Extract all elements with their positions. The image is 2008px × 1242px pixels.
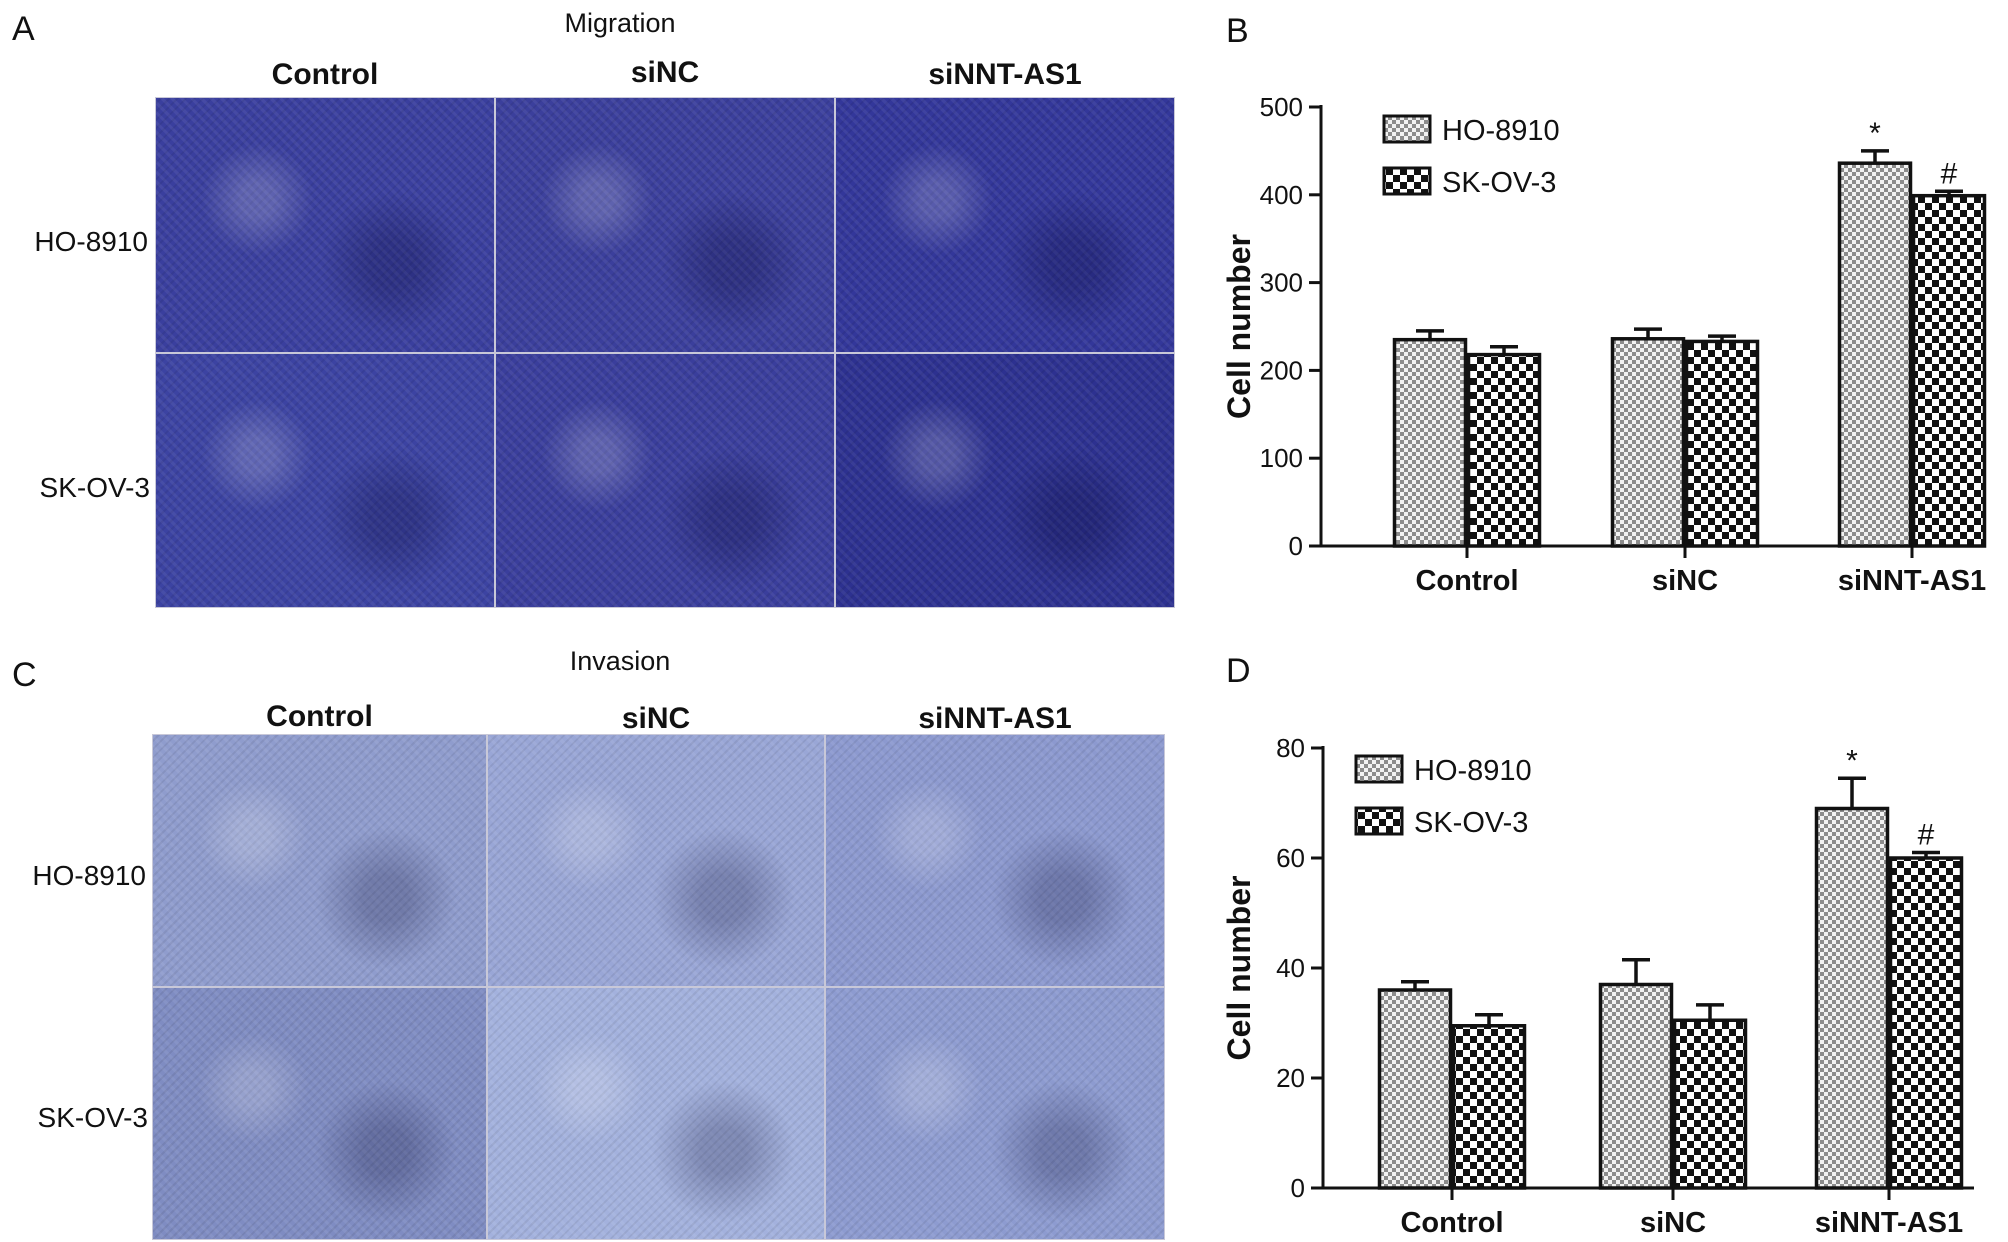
migration-col-sinnt-as1: siNNT-AS1 — [928, 58, 1082, 91]
migration-col-sinc: siNC — [630, 56, 700, 89]
micrograph-invasion-ho8910-sinnt-as1 — [825, 734, 1165, 987]
bar-sk-ov-3-sinnt-as1 — [1888, 856, 1964, 1190]
micrograph-invasion-skov3-sinnt-as1 — [825, 987, 1165, 1240]
migration-row-ho-8910: HO-8910 — [34, 226, 148, 257]
legend-label-sk-ov-3: SK-OV-3 — [1442, 167, 1556, 199]
panel-label-b: B — [1226, 12, 1249, 50]
legend-swatch-ho-8910 — [1382, 114, 1432, 144]
micrograph-migration-skov3-control — [155, 353, 495, 608]
significance-mark-sk-ov-3: # — [1941, 157, 1958, 190]
significance-mark-ho-8910: * — [1846, 744, 1858, 777]
legend-label-sk-ov-3: SK-OV-3 — [1414, 807, 1528, 839]
micrograph-invasion-skov3-control — [152, 987, 487, 1240]
x-tick-label-sinc: siNC — [1652, 565, 1718, 597]
micrograph-invasion-skov3-sinc — [487, 987, 825, 1240]
x-tick-label-sinnt-as1: siNNT-AS1 — [1838, 565, 1986, 597]
cell-number-chart-migration: 0 100 200 300 400 500 Cell number Control siNC si… — [1221, 92, 1987, 597]
micrograph-migration-ho8910-sinc — [495, 97, 835, 353]
micrograph-invasion-ho8910-control — [152, 734, 487, 987]
bar-sk-ov-3-control — [1451, 1024, 1527, 1190]
x-tick-label-control: Control — [1400, 1207, 1503, 1239]
legend-swatch-sk-ov-3 — [1382, 166, 1432, 196]
x-tick-label-control: Control — [1415, 565, 1518, 597]
bar-sk-ov-3-sinc — [1684, 339, 1760, 548]
migration-col-control: Control — [271, 58, 379, 91]
legend-label-ho-8910: HO-8910 — [1442, 115, 1560, 147]
y-tick-label-300: 300 — [1260, 268, 1303, 298]
bar-ho-8910-control — [1377, 988, 1453, 1190]
y-tick-label-100: 100 — [1260, 443, 1303, 473]
bar-sk-ov-3-sinnt-as1 — [1911, 193, 1987, 548]
panel-label-c: C — [12, 656, 37, 694]
cell-number-chart-invasion: 0 20 40 60 80 Cell number Control siNC siNNT-AS1… — [1221, 733, 1974, 1239]
migration-title: Migration — [564, 8, 676, 38]
micrograph-migration-ho8910-sinnt-as1 — [835, 97, 1175, 353]
invasion-title: Invasion — [569, 646, 671, 676]
invasion-col-control: Control — [266, 700, 373, 733]
migration-row-sk-ov-3: SK-OV-3 — [39, 472, 150, 503]
bar-ho-8910-sinc — [1610, 337, 1686, 548]
y-tick-label-200: 200 — [1260, 355, 1303, 385]
y-tick-label-60: 60 — [1276, 843, 1305, 873]
x-tick-label-sinnt-as1: siNNT-AS1 — [1815, 1207, 1963, 1239]
invasion-row-ho-8910: HO-8910 — [32, 860, 146, 891]
invasion-row-sk-ov-3: SK-OV-3 — [37, 1102, 148, 1133]
legend-label-ho-8910: HO-8910 — [1414, 755, 1532, 787]
y-tick-label-0: 0 — [1291, 1173, 1305, 1203]
y-tick-label-40: 40 — [1276, 953, 1305, 983]
micrograph-migration-ho8910-control — [155, 97, 495, 353]
y-tick-label-20: 20 — [1276, 1063, 1305, 1093]
bar-ho-8910-control — [1392, 337, 1468, 548]
bar-ho-8910-sinnt-as1 — [1837, 161, 1913, 548]
legend-swatch-ho-8910 — [1354, 754, 1404, 784]
y-axis-label: Cell number — [1221, 234, 1257, 419]
x-tick-label-sinc: siNC — [1640, 1207, 1706, 1239]
bar-ho-8910-sinnt-as1 — [1814, 806, 1890, 1190]
invasion-col-sinnt-as1: siNNT-AS1 — [918, 702, 1072, 735]
significance-mark-ho-8910: * — [1869, 117, 1881, 150]
micrograph-migration-skov3-sinc — [495, 353, 835, 608]
y-tick-label-400: 400 — [1260, 180, 1303, 210]
y-axis-label: Cell number — [1221, 876, 1257, 1061]
y-tick-label-500: 500 — [1260, 92, 1303, 122]
micrograph-invasion-ho8910-sinc — [487, 734, 825, 987]
panel-label-d: D — [1226, 652, 1251, 690]
bar-ho-8910-sinc — [1598, 982, 1674, 1190]
invasion-col-sinc: siNC — [621, 702, 691, 735]
y-tick-label-80: 80 — [1276, 733, 1305, 763]
micrograph-migration-skov3-sinnt-as1 — [835, 353, 1175, 608]
bar-sk-ov-3-sinc — [1672, 1018, 1748, 1190]
panel-label-a: A — [12, 10, 35, 48]
y-tick-label-0: 0 — [1289, 531, 1303, 561]
bar-sk-ov-3-control — [1466, 352, 1542, 548]
legend-swatch-sk-ov-3 — [1354, 806, 1404, 836]
significance-mark-sk-ov-3: # — [1918, 819, 1935, 852]
